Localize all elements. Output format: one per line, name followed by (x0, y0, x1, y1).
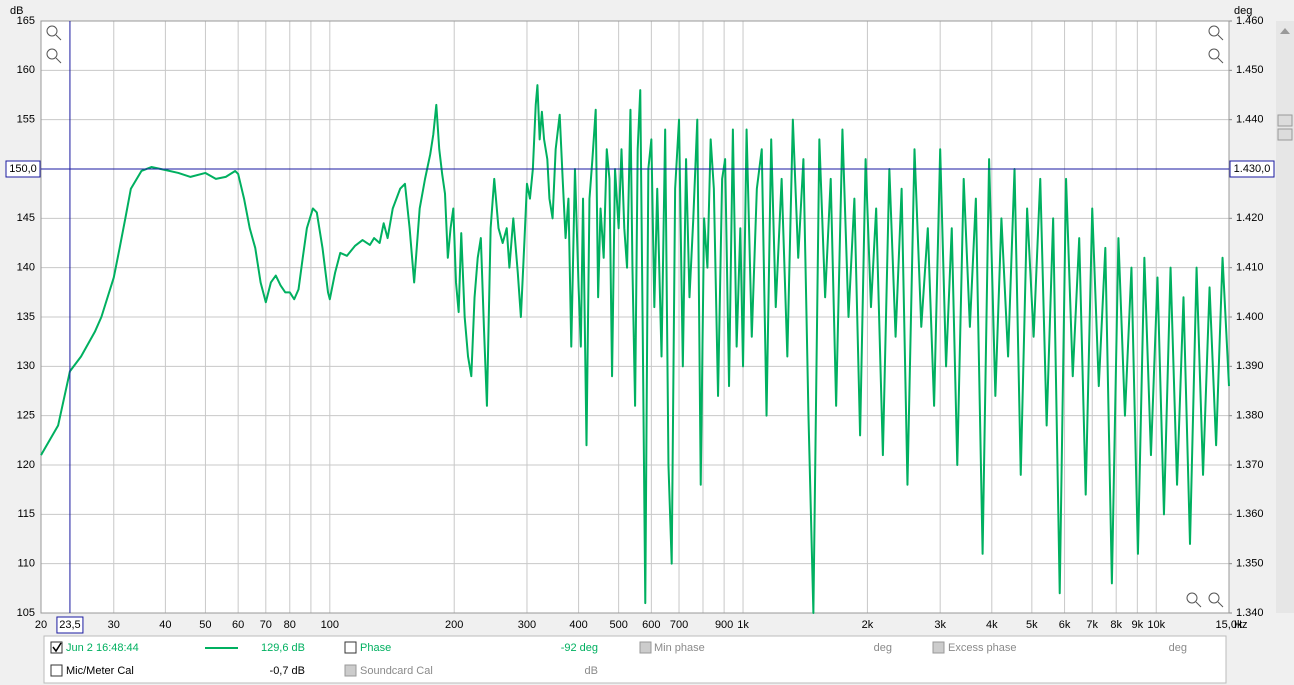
y2-tick-label: 1.410 (1236, 262, 1264, 274)
phase-reading: -92 deg (561, 642, 598, 654)
x-tick-label: 15,0k (1216, 619, 1243, 631)
x-tick-label: 20 (35, 619, 47, 631)
legend-panel: Jun 2 16:48:44 129,6 dB Phase -92 deg Mi… (43, 635, 1227, 684)
reading: 129,6 dB (261, 642, 305, 654)
x-tick-label: 30 (108, 619, 120, 631)
x-tick-label: 500 (609, 619, 627, 631)
plot-border (40, 20, 1230, 614)
y-tick-label: 155 (17, 114, 35, 126)
x-tick-label: 70 (260, 619, 272, 631)
y2-tick-label: 1.380 (1236, 410, 1264, 422)
x-tick-label: 1k (737, 619, 749, 631)
y2-tick-label: 1.400 (1236, 311, 1264, 323)
x-tick-label: 80 (284, 619, 296, 631)
excess-phase-unit: deg (1169, 642, 1187, 654)
y2-tick-label: 1.460 (1236, 15, 1264, 27)
y-tick-label: 165 (17, 15, 35, 27)
cursor-box (5, 160, 41, 178)
y-tick-label: 135 (17, 311, 35, 323)
checkbox[interactable] (639, 641, 652, 654)
y2-tick-label: 1.450 (1236, 64, 1264, 76)
cursor-y-label: 150,0 (9, 163, 37, 175)
x-tick-label: 50 (199, 619, 211, 631)
x-tick-label: 60 (232, 619, 244, 631)
min-phase-unit: deg (874, 642, 892, 654)
y2-tick-label: 1.440 (1236, 114, 1264, 126)
mic-cal-label: Mic/Meter Cal (66, 665, 134, 677)
y-tick-label: 120 (17, 459, 35, 471)
min-phase-label: Min phase (654, 642, 705, 654)
x-tick-label: 400 (569, 619, 587, 631)
y2-tick-label: 1.360 (1236, 508, 1264, 520)
y2-tick-label: 1.370 (1236, 459, 1264, 471)
cursor-box (56, 616, 84, 634)
x-tick-label: 300 (518, 619, 536, 631)
checkbox[interactable] (50, 641, 63, 654)
y-tick-label: 110 (17, 558, 35, 570)
x-tick-label: 100 (321, 619, 339, 631)
y2-tick-label: 1.350 (1236, 558, 1264, 570)
y-tick-label: 105 (17, 607, 35, 619)
x-tick-label: 3k (934, 619, 946, 631)
checkbox[interactable] (932, 641, 945, 654)
x-tick-label: 7k (1086, 619, 1098, 631)
checkbox[interactable] (50, 664, 63, 677)
soundcard-cal-label: Soundcard Cal (360, 665, 433, 677)
y-tick-label: 140 (17, 262, 35, 274)
x-tick-label: 700 (670, 619, 688, 631)
y-tick-label: 145 (17, 212, 35, 224)
y2-tick-label: 1.420 (1236, 212, 1264, 224)
x-tick-label: 600 (642, 619, 660, 631)
x-tick-label: 10k (1147, 619, 1165, 631)
series-line (40, 84, 1230, 614)
y2-tick-label: 1.340 (1236, 607, 1264, 619)
x-tick-label: 6k (1059, 619, 1071, 631)
cursor-box (1229, 160, 1275, 178)
y2-tick-label: 1.390 (1236, 360, 1264, 372)
series-name: Jun 2 16:48:44 (66, 642, 139, 654)
x-tick-label: 5k (1026, 619, 1038, 631)
phase-label: Phase (360, 642, 391, 654)
y-tick-label: 125 (17, 410, 35, 422)
y-tick-label: 130 (17, 360, 35, 372)
x-tick-label: 8k (1110, 619, 1122, 631)
x-tick-label: 40 (159, 619, 171, 631)
y-unit: dB (10, 5, 23, 17)
y2-unit: deg (1234, 5, 1252, 17)
zoom-controls[interactable] (46, 25, 1224, 608)
x-tick-label: 4k (986, 619, 998, 631)
checkbox[interactable] (344, 664, 357, 677)
soundcard-cal-unit: dB (585, 665, 598, 677)
y-tick-label: 115 (17, 508, 35, 520)
x-unit: Hz (1234, 619, 1247, 631)
y-tick-label: 160 (17, 64, 35, 76)
cursor-y2-label: 1.430,0 (1234, 163, 1271, 175)
scrollbar[interactable] (1276, 21, 1294, 613)
x-tick-label: 900 (715, 619, 733, 631)
excess-phase-label: Excess phase (948, 642, 1016, 654)
cursor-x-label: 23,5 (59, 619, 80, 631)
x-tick-label: 9k (1132, 619, 1144, 631)
x-tick-label: 2k (862, 619, 874, 631)
mic-cal-reading: -0,7 dB (270, 665, 305, 677)
x-tick-label: 200 (445, 619, 463, 631)
checkbox[interactable] (344, 641, 357, 654)
